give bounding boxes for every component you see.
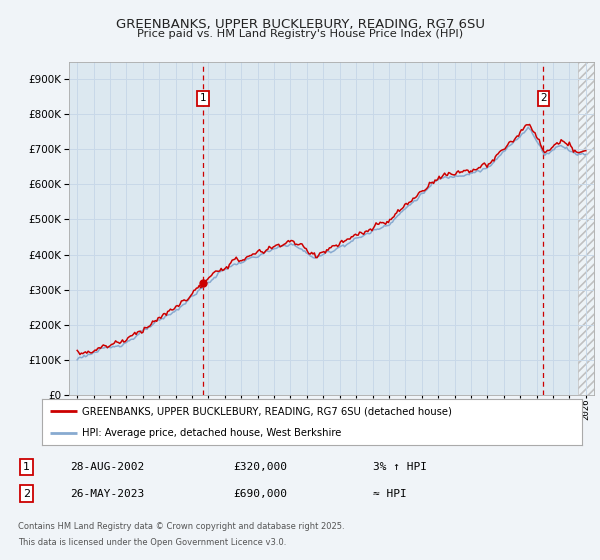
Text: 2: 2 <box>540 94 547 103</box>
Text: GREENBANKS, UPPER BUCKLEBURY, READING, RG7 6SU: GREENBANKS, UPPER BUCKLEBURY, READING, R… <box>115 18 485 31</box>
Bar <box>578 62 594 395</box>
Text: £690,000: £690,000 <box>233 488 287 498</box>
Text: HPI: Average price, detached house, West Berkshire: HPI: Average price, detached house, West… <box>83 428 342 438</box>
Text: 26-MAY-2023: 26-MAY-2023 <box>70 488 145 498</box>
Text: 1: 1 <box>199 94 206 103</box>
Text: 1: 1 <box>23 461 30 472</box>
Text: ≈ HPI: ≈ HPI <box>373 488 407 498</box>
Text: Contains HM Land Registry data © Crown copyright and database right 2025.: Contains HM Land Registry data © Crown c… <box>18 522 344 531</box>
Text: 28-AUG-2002: 28-AUG-2002 <box>70 461 145 472</box>
Text: Price paid vs. HM Land Registry's House Price Index (HPI): Price paid vs. HM Land Registry's House … <box>137 29 463 39</box>
Text: This data is licensed under the Open Government Licence v3.0.: This data is licensed under the Open Gov… <box>18 538 286 547</box>
Text: 2: 2 <box>23 488 30 498</box>
Text: £320,000: £320,000 <box>233 461 287 472</box>
Text: 3% ↑ HPI: 3% ↑ HPI <box>373 461 427 472</box>
Text: GREENBANKS, UPPER BUCKLEBURY, READING, RG7 6SU (detached house): GREENBANKS, UPPER BUCKLEBURY, READING, R… <box>83 406 452 416</box>
Bar <box>578 62 594 395</box>
